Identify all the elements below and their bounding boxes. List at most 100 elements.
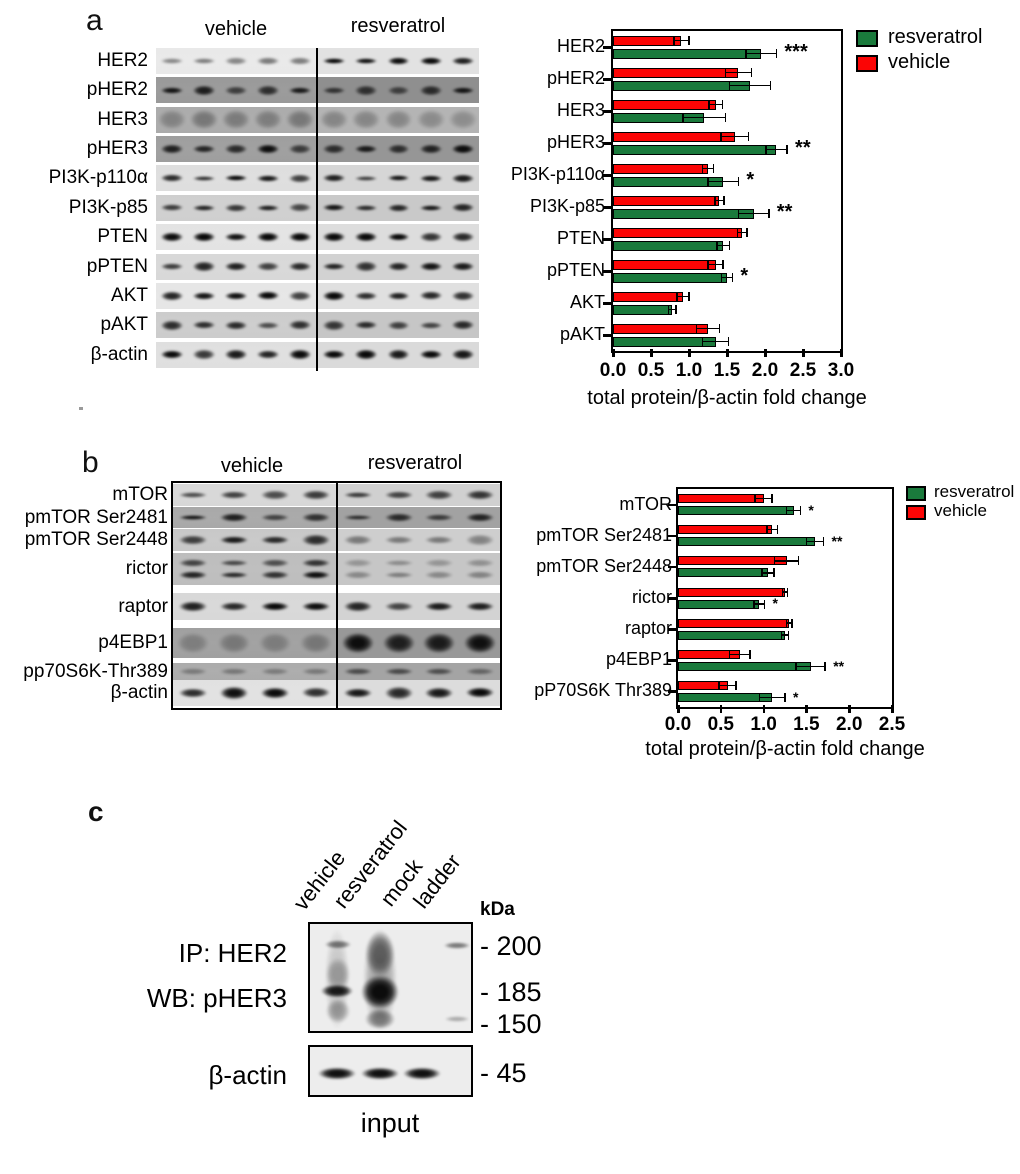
chart-xtick bbox=[726, 349, 729, 357]
error-bar bbox=[759, 696, 785, 699]
blot-band bbox=[383, 571, 414, 579]
blot-band bbox=[300, 601, 331, 612]
beta-actin-label: β-actin bbox=[208, 1060, 287, 1090]
error-bar-cap bbox=[799, 506, 802, 516]
blot-band bbox=[192, 204, 216, 211]
legend-label-vehicle: vehicle bbox=[934, 501, 987, 520]
blot-band bbox=[444, 1016, 470, 1022]
chart-ytick bbox=[603, 174, 613, 177]
chart-category-label: pHER3 bbox=[546, 132, 605, 152]
legend-label-resveratrol: resveratrol bbox=[888, 26, 983, 48]
blot-band bbox=[386, 86, 411, 95]
chart-ytick bbox=[603, 302, 613, 305]
blot-strip bbox=[338, 507, 500, 528]
chart-xtick-label: 2.0 bbox=[751, 360, 779, 381]
blot-band bbox=[320, 984, 354, 998]
blot-band bbox=[288, 144, 312, 155]
marker-185kda: - 185 bbox=[480, 977, 542, 1007]
blot-a-row-label: HER2 bbox=[97, 50, 148, 71]
chart-ytick bbox=[603, 334, 613, 337]
blot-a-row-label: PTEN bbox=[97, 226, 148, 248]
blot-band bbox=[343, 600, 374, 613]
blot-band bbox=[288, 349, 312, 360]
chart-ytick bbox=[668, 659, 678, 662]
error-bar bbox=[755, 497, 773, 500]
blot-band bbox=[319, 109, 349, 131]
blot-strip bbox=[173, 484, 336, 506]
blot-band bbox=[418, 349, 443, 360]
error-bar-cap bbox=[667, 305, 670, 314]
panel-c-letter: c bbox=[88, 796, 104, 827]
bar-resveratrol bbox=[678, 537, 815, 547]
chart-category-label: PI3K-p110α bbox=[510, 164, 605, 184]
blot-band bbox=[253, 109, 283, 131]
blot-band bbox=[354, 57, 379, 65]
error-bar-cap bbox=[753, 599, 755, 609]
chart-xaxis-label: total protein/β-actin fold change bbox=[587, 387, 867, 409]
error-bar bbox=[761, 572, 774, 574]
blot-band bbox=[383, 513, 414, 522]
blot-b-row-label: mTOR bbox=[112, 484, 168, 505]
blot-band bbox=[219, 559, 250, 567]
error-bar-cap bbox=[701, 337, 704, 346]
blot-band bbox=[256, 291, 280, 301]
chart-ytick bbox=[668, 597, 678, 600]
input-caption: input bbox=[360, 1108, 420, 1138]
blot-band bbox=[288, 56, 312, 66]
error-bar-cap bbox=[746, 228, 748, 237]
blot-a-row-label: AKT bbox=[111, 284, 148, 306]
blot-band bbox=[322, 204, 346, 212]
blot-band bbox=[300, 570, 331, 580]
blot-strip bbox=[173, 663, 336, 680]
blot-strip bbox=[338, 529, 500, 551]
chart-category-label: pAKT bbox=[559, 324, 605, 344]
blot-band bbox=[192, 291, 216, 301]
error-bar-cap bbox=[688, 292, 690, 301]
blot-band bbox=[386, 204, 411, 212]
blot-band bbox=[354, 145, 379, 154]
blot-band bbox=[354, 321, 379, 329]
bar-vehicle bbox=[678, 494, 764, 504]
error-bar-cap bbox=[720, 132, 722, 141]
bar-resveratrol bbox=[613, 48, 762, 59]
error-bar-cap bbox=[707, 260, 709, 269]
blot-band bbox=[381, 631, 416, 655]
blot-b-row-label: rictor bbox=[125, 558, 168, 579]
significance-stars: * bbox=[793, 688, 799, 705]
error-bar-cap bbox=[747, 132, 750, 141]
blot-band bbox=[464, 601, 495, 612]
blot-band bbox=[450, 56, 475, 66]
chart-ytick bbox=[668, 628, 678, 631]
blot-band bbox=[383, 109, 414, 131]
blot-band bbox=[354, 204, 379, 211]
error-bar bbox=[702, 340, 729, 343]
significance-stars: ** bbox=[833, 657, 845, 674]
blot-band bbox=[259, 490, 290, 500]
chart-ytick bbox=[668, 503, 678, 507]
chart-category-label: pmTOR Ser2481 bbox=[536, 524, 672, 545]
blot-band bbox=[217, 631, 252, 655]
chart-ytick bbox=[603, 206, 613, 209]
error-bar bbox=[774, 560, 799, 562]
blot-band bbox=[424, 668, 455, 675]
blot-band bbox=[418, 175, 443, 182]
bar-vehicle bbox=[613, 259, 716, 270]
blot-band bbox=[288, 174, 312, 183]
blot-band bbox=[224, 348, 248, 361]
bar-vehicle bbox=[613, 67, 739, 78]
blot-band bbox=[256, 349, 280, 360]
blot-band bbox=[424, 535, 455, 545]
blot-b-row-label: raptor bbox=[118, 595, 168, 617]
error-bar-cap bbox=[761, 568, 763, 578]
blot-b-row-label: β-actin bbox=[110, 682, 168, 703]
error-bar-cap bbox=[768, 209, 770, 218]
error-bar-cap bbox=[775, 49, 778, 58]
error-bar-cap bbox=[724, 68, 727, 77]
error-bar-cap bbox=[776, 525, 779, 535]
error-bar bbox=[682, 116, 726, 119]
blot-band bbox=[176, 631, 211, 655]
error-bar bbox=[806, 540, 824, 543]
error-bar-cap bbox=[688, 36, 690, 45]
bar-resveratrol bbox=[678, 661, 811, 671]
